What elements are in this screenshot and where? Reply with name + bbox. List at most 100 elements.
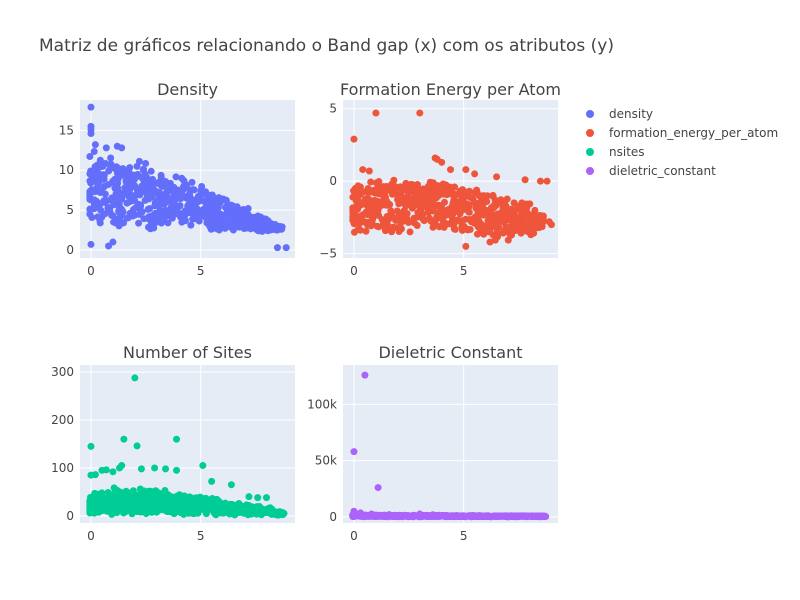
data-point	[390, 176, 398, 184]
data-point	[462, 242, 470, 250]
y-tick-label: 50k	[315, 454, 337, 468]
data-point	[207, 225, 215, 233]
legend-item[interactable]: density	[586, 107, 653, 121]
data-point	[133, 442, 141, 450]
data-point	[359, 188, 367, 196]
data-point	[133, 162, 141, 170]
data-point	[227, 223, 235, 231]
data-point	[186, 186, 194, 194]
legend-label: density	[609, 107, 653, 121]
y-tick-label: 15	[59, 123, 74, 137]
data-point	[450, 217, 458, 225]
data-point	[95, 505, 103, 513]
x-tick-label: 0	[87, 264, 95, 278]
data-point	[456, 201, 464, 209]
data-point	[378, 188, 386, 196]
subplot-dieletric-constant: Dieletric Constant	[343, 343, 558, 523]
x-tick-label: 0	[350, 264, 358, 278]
data-point	[90, 148, 98, 156]
subplot-title: Dieletric Constant	[378, 343, 522, 362]
data-point	[142, 159, 150, 167]
data-point	[215, 225, 223, 233]
data-point	[395, 227, 403, 235]
data-point	[383, 213, 391, 221]
data-point	[241, 206, 249, 214]
data-point	[350, 135, 358, 143]
data-point	[159, 491, 167, 499]
data-point	[503, 195, 511, 203]
data-point	[128, 507, 136, 515]
data-point	[245, 493, 253, 501]
data-point	[162, 177, 170, 185]
y-tick-label: 0	[329, 174, 337, 188]
data-point	[429, 511, 437, 519]
data-point	[271, 220, 279, 228]
data-point	[404, 218, 412, 226]
x-tick-label: 0	[350, 529, 358, 543]
y-tick-label: 100	[51, 461, 74, 475]
data-point	[117, 189, 125, 197]
data-point	[239, 221, 247, 229]
data-point	[424, 182, 432, 190]
data-point	[527, 512, 535, 520]
data-point	[126, 198, 134, 206]
data-point	[388, 190, 396, 198]
data-point	[462, 166, 470, 174]
data-point	[357, 201, 365, 209]
data-point	[372, 109, 380, 117]
data-point	[466, 193, 474, 201]
data-point	[385, 511, 393, 519]
data-point	[192, 494, 200, 502]
data-point	[162, 465, 170, 473]
data-point	[374, 484, 382, 492]
y-tick-label: 5	[66, 203, 74, 217]
data-point	[367, 178, 375, 186]
data-point	[227, 481, 235, 489]
data-point	[465, 187, 473, 195]
data-point	[435, 223, 443, 231]
data-point	[357, 509, 365, 517]
data-point	[173, 435, 181, 443]
data-point	[215, 209, 223, 217]
data-point	[148, 193, 156, 201]
data-point	[216, 198, 224, 206]
data-point	[349, 193, 357, 201]
data-point	[153, 508, 161, 516]
data-point	[87, 130, 95, 138]
data-point	[208, 477, 216, 485]
legend-item[interactable]: formation_energy_per_atom	[586, 126, 778, 140]
data-point	[140, 165, 148, 173]
data-point	[105, 167, 113, 175]
data-point	[140, 179, 148, 187]
data-point	[172, 173, 180, 181]
data-point	[473, 186, 481, 194]
data-point	[144, 205, 152, 213]
data-point	[416, 510, 424, 518]
data-point	[478, 193, 486, 201]
data-point	[504, 236, 512, 244]
data-point	[170, 208, 178, 216]
data-point	[176, 202, 184, 210]
data-point	[99, 162, 107, 170]
data-point	[350, 187, 358, 195]
data-point	[457, 218, 465, 226]
data-point	[451, 225, 459, 233]
data-point	[492, 223, 500, 231]
data-point	[227, 509, 235, 517]
subplot-marks: 0 5 0 5 10 15	[59, 100, 295, 278]
data-point	[198, 182, 206, 190]
legend-item[interactable]: dieletric_constant	[586, 164, 716, 178]
data-point	[349, 207, 357, 215]
data-point	[105, 180, 113, 188]
data-point	[359, 166, 367, 174]
data-point	[140, 172, 148, 180]
subplot-marks: 0 5 0 50k 100k	[307, 365, 558, 543]
legend-item[interactable]: nsites	[586, 145, 645, 159]
data-point	[254, 494, 262, 502]
data-point	[536, 177, 544, 185]
data-point	[373, 197, 381, 205]
data-point	[362, 227, 370, 235]
data-point	[96, 188, 104, 196]
data-point	[171, 195, 179, 203]
